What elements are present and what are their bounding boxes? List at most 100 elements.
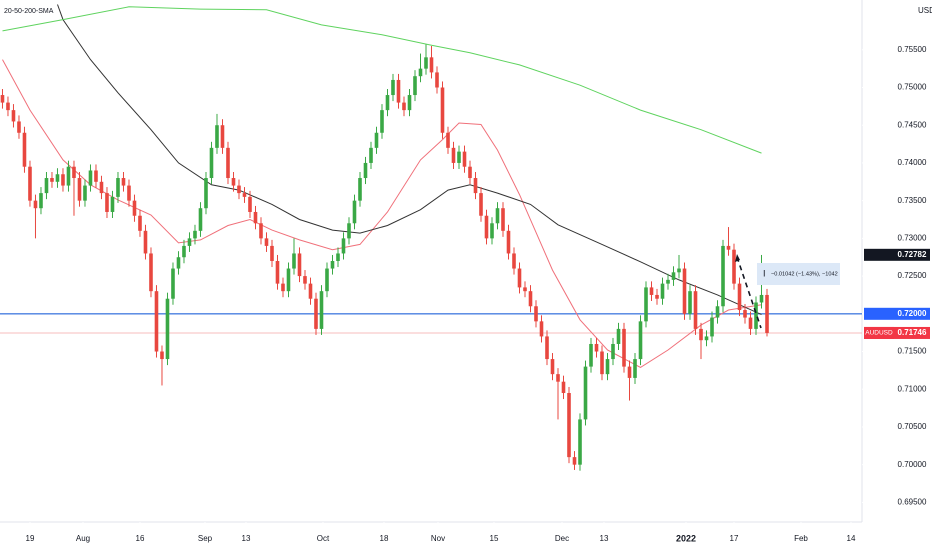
candle-body (248, 196, 252, 212)
moving-average (57, 4, 762, 316)
candle-body (748, 317, 753, 329)
candle-body (550, 359, 555, 375)
x-tick-label: Aug (76, 534, 90, 543)
candle-body (297, 253, 302, 277)
x-tick-label: 16 (136, 534, 145, 543)
candle-body (259, 223, 263, 239)
candle-body (72, 166, 76, 179)
candle-body (561, 381, 566, 394)
y-tick-label: 0.73500 (898, 196, 927, 205)
candle-body (352, 200, 357, 224)
candle-body (699, 328, 703, 341)
candle-body (55, 174, 60, 182)
candle-body (682, 268, 687, 314)
candle-body (88, 170, 93, 186)
candle-body (721, 245, 725, 307)
candle-body (704, 336, 709, 341)
measure-label: −0.01042 (−1.43%), −1042 (771, 271, 838, 277)
candle-body (594, 343, 599, 352)
candle-body (154, 291, 159, 352)
candle-body (539, 321, 544, 337)
y-tick-label: 0.69500 (898, 497, 927, 506)
candle-body (616, 328, 621, 344)
price-label: 0.72000 (898, 309, 927, 318)
candle-body (666, 279, 670, 284)
candle-body (127, 185, 131, 201)
candle-body (226, 147, 230, 179)
candle-body (413, 76, 417, 96)
candle-body (600, 351, 604, 375)
x-tick-label: 15 (490, 534, 499, 543)
arrow-head (735, 254, 740, 262)
candle-body (286, 268, 291, 292)
candle-body (710, 317, 714, 337)
candle-body (517, 268, 522, 288)
candle-body (440, 87, 445, 133)
candle-body (660, 283, 665, 299)
candle-body (484, 215, 489, 239)
candle-body (116, 178, 120, 197)
candle-body (50, 178, 54, 182)
candle-body (451, 147, 456, 163)
candle-body (627, 366, 632, 378)
candle-body (402, 102, 406, 111)
candle-body (638, 321, 643, 360)
y-tick-label: 0.71000 (898, 384, 927, 393)
candle-body (83, 185, 87, 201)
candle-body (308, 283, 313, 299)
candle-body (715, 306, 720, 318)
candle-body (765, 294, 769, 333)
candle-body (253, 211, 258, 224)
y-tick-label: 0.71500 (898, 347, 927, 356)
candle-body (468, 166, 472, 179)
candle-body (99, 181, 104, 194)
x-tick-label: Dec (555, 534, 569, 543)
candle-body (281, 283, 285, 292)
candle-body (462, 151, 467, 167)
candle-body (578, 419, 582, 465)
candle-body (66, 166, 71, 186)
candle-body (759, 294, 764, 303)
candle-body (347, 223, 351, 239)
candle-body (677, 268, 681, 273)
candle-body (501, 208, 505, 231)
candle-body (726, 245, 731, 250)
candle-body (187, 238, 192, 246)
candle-body (369, 147, 373, 163)
candle-body (655, 294, 659, 299)
candle-body (418, 68, 423, 77)
candle-body (358, 178, 362, 201)
candle-body (622, 328, 626, 367)
candle-body (325, 268, 329, 292)
candle-body (611, 343, 615, 360)
candle-body (545, 336, 549, 360)
candle-body (77, 178, 82, 201)
candle-body (523, 287, 527, 292)
candle-body (341, 238, 346, 254)
candle-body (160, 351, 164, 360)
candle-body (0, 95, 5, 103)
candle-body (693, 291, 698, 329)
candle-body (215, 125, 219, 148)
indicator-label: 20-50-200-SMA (4, 8, 54, 15)
candle-body (512, 253, 516, 269)
candle-body (17, 121, 21, 133)
y-tick-label: 0.70000 (898, 460, 927, 469)
candle-body (407, 95, 412, 111)
price-label-box (864, 248, 930, 261)
candle-body (490, 223, 494, 239)
x-tick-label: 19 (26, 534, 35, 543)
candle-body (583, 366, 588, 420)
y-tick-label: 0.75500 (898, 45, 927, 54)
candle-body (22, 132, 27, 167)
candle-body (149, 253, 153, 292)
candle-body (644, 287, 648, 322)
candle-body (171, 268, 175, 299)
candle-body (754, 302, 758, 329)
candle-body (495, 208, 500, 224)
price-label: 0.72782 (898, 250, 927, 259)
candle-body (528, 291, 533, 307)
candle-body (534, 306, 538, 322)
candle-body (138, 215, 142, 231)
